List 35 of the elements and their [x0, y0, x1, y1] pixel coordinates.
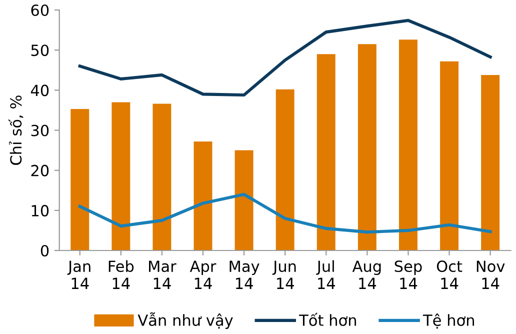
x-tick-label: Nov 14 [476, 260, 505, 289]
x-tick-label: May 14 [230, 260, 260, 289]
line-series [78, 192, 492, 234]
x-tick-label: Feb 14 [108, 260, 134, 289]
bar [152, 104, 172, 250]
bar [70, 109, 90, 250]
bar [316, 54, 336, 250]
x-tick-label: Jun 14 [272, 260, 296, 289]
bar [234, 150, 254, 250]
legend-label: Tệ hơn [422, 314, 474, 329]
bar [398, 40, 418, 250]
legend-label: Vẫn như vậy [138, 312, 233, 329]
x-tick-label: Mar 14 [149, 260, 176, 289]
x-tick-label: Jan 14 [67, 260, 90, 289]
bar [481, 74, 500, 250]
y-tick-label: 20 [31, 164, 49, 176]
x-tick-label: Sep 14 [394, 260, 422, 289]
x-tick-label: Apr 14 [190, 260, 216, 289]
x-tick-label: Oct 14 [436, 260, 462, 289]
y-axis-title: Chỉ số, % [8, 96, 24, 165]
bar [112, 102, 130, 250]
line-series [78, 18, 492, 97]
bar [358, 44, 376, 250]
y-tick-label: 30 [31, 124, 49, 136]
x-tick-label: Jul 14 [316, 260, 335, 289]
y-tick-label: 60 [31, 4, 49, 16]
y-tick-label: 10 [32, 204, 49, 216]
y-tick-label: 50 [31, 44, 49, 56]
bar [194, 141, 212, 250]
y-tick-label: 40 [30, 84, 49, 96]
legend-label: Tốt hơn [299, 312, 356, 326]
x-tick-label: Aug 14 [352, 260, 381, 289]
bar [276, 89, 294, 250]
y-tick-label: 0 [40, 244, 49, 257]
bar [440, 61, 459, 250]
